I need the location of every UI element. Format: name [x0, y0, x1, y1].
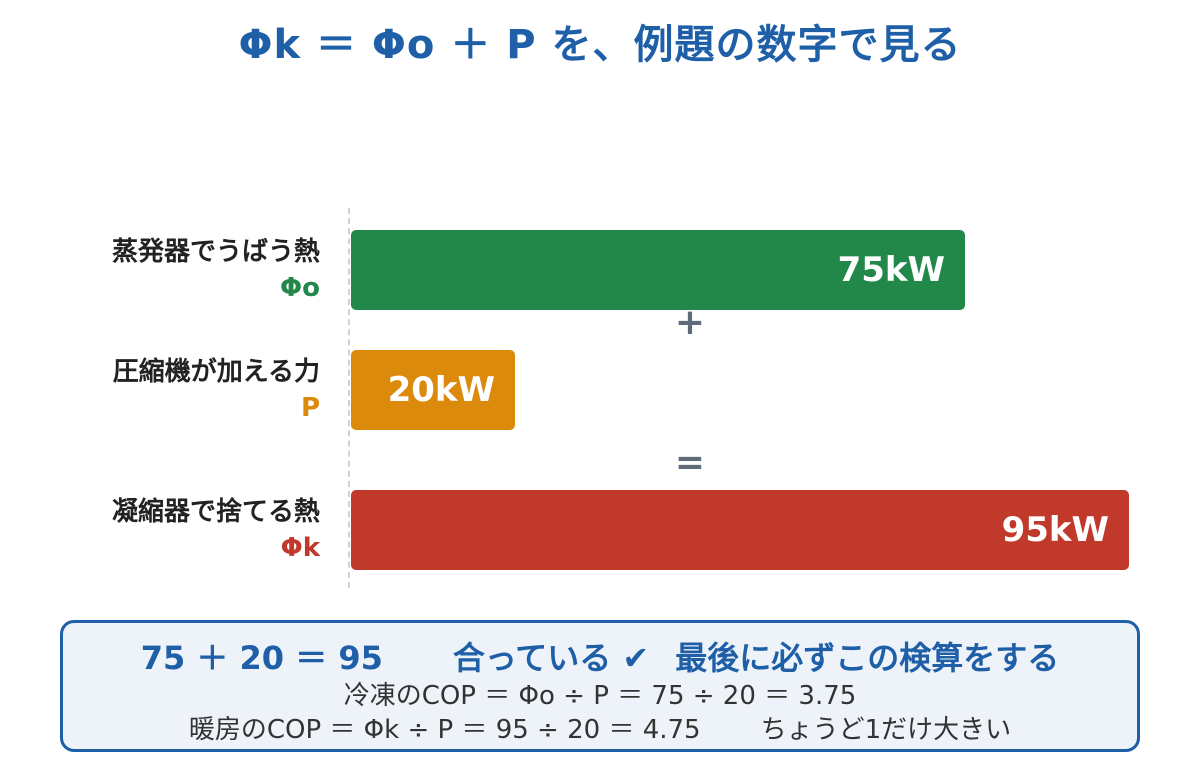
summary-box: 75 ＋ 20 ＝ 95 合っている ✔ 最後に必ずこの検算をする 冷凍のCOP ＝… — [60, 620, 1140, 752]
plus-operator: + — [674, 302, 706, 343]
baseline-axis — [348, 208, 350, 588]
summary-headline: 75 ＋ 20 ＝ 95 合っている ✔ 最後に必ずこの検算をする — [63, 633, 1137, 679]
row-label-compressor: 圧縮機が加える力 P — [113, 354, 320, 426]
row-label-evaporator: 蒸発器でうばう熱 Φo — [112, 234, 320, 306]
cop-heating-note: ちょうど1だけ大きい — [760, 715, 1012, 745]
bar-compressor: 20kW — [351, 350, 515, 430]
summary-equation: 75 ＋ 20 ＝ 95 — [140, 639, 383, 677]
row-symbol-evaporator: Φo — [280, 273, 320, 303]
summary-check: 合っている ✔ — [452, 639, 650, 677]
cop-heating-formula: 暖房のCOP ＝ Φk ÷ P ＝ 95 ÷ 20 ＝ 4.75 — [188, 715, 701, 745]
row-name-evaporator: 蒸発器でうばう熱 — [111, 237, 320, 267]
page-title: Φk ＝ Φo ＋ P を、例題の数字で見る — [238, 22, 962, 68]
summary-note: 最後に必ずこの検算をする — [675, 639, 1060, 677]
bar-value-evaporator: 75kW — [837, 250, 945, 290]
cop-heating-line: 暖房のCOP ＝ Φk ÷ P ＝ 95 ÷ 20 ＝ 4.75 ちょうど1だけ大… — [63, 713, 1137, 747]
bar-condenser: 95kW — [351, 490, 1129, 570]
bar-evaporator: 75kW — [351, 230, 965, 310]
row-name-compressor: 圧縮機が加える力 — [112, 357, 320, 387]
row-symbol-condenser: Φk — [280, 533, 320, 563]
equals-operator: = — [674, 442, 706, 483]
bar-value-compressor: 20kW — [387, 370, 495, 410]
row-label-condenser: 凝縮器で捨てる熱 Φk — [112, 494, 320, 566]
bar-value-condenser: 95kW — [1001, 510, 1109, 550]
cop-cooling-line: 冷凍のCOP ＝ Φo ÷ P ＝ 75 ÷ 20 ＝ 3.75 — [343, 681, 857, 711]
row-symbol-compressor: P — [300, 393, 320, 423]
row-name-condenser: 凝縮器で捨てる熱 — [111, 497, 320, 527]
